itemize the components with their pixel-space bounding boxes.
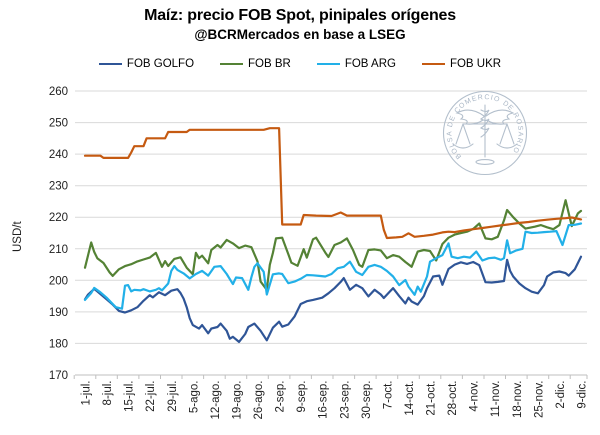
y-tick-label: 210 [49,244,68,256]
x-tick-label: 2-sep. [275,381,287,413]
y-tick-label: 170 [49,370,68,382]
legend-line-swatch [220,62,244,66]
legend-label: FOB UKR [449,58,502,70]
series-line-fob-ukr [83,127,583,240]
x-axis [73,374,588,379]
x-tick-label: 19-ago. [232,381,244,420]
x-tick-label: 9-dic. [577,381,589,409]
series-line-fob-br [83,199,583,291]
y-tick-label: 230 [49,181,68,193]
legend-label: FOB ARG [344,58,396,70]
watermark-seal: BOLSA DE COMERCIO DE ROSARIO [442,90,528,176]
x-tick-label: 21-oct. [426,381,438,416]
x-tick-label: 7-oct. [382,381,394,410]
x-tick-label: 22-jul. [145,381,157,412]
legend-label: FOB GOLFO [126,58,195,70]
x-tick-label: 8-jul. [102,381,114,406]
y-tick-label: 180 [49,338,68,350]
series-line-fob-arg [83,222,583,310]
legend-item-fob-br: FOB BR [220,58,291,70]
page-title: Maíz: precio FOB Spot, pinipales orígene… [144,7,456,24]
x-tick-label: 26-ago. [253,381,265,420]
x-tick-label: 15-jul. [124,381,136,412]
page-subtitle: @BCRMercados en base a LSEG [194,27,406,42]
legend-line-swatch [421,62,445,66]
x-tick-label: 11-nov. [490,381,502,418]
x-tick-label: 12-ago. [210,381,222,420]
y-axis-tick-labels: 170 180 190 200 210 220 230 240 250 260 [49,86,68,382]
x-tick-label: 28-oct. [447,381,459,416]
legend-label: FOB BR [248,58,291,70]
legend-item-fob-ukr: FOB UKR [421,58,502,70]
x-axis-tick-labels: 1-jul. 8-jul. 15-jul. 22-jul. 29-jul. 5-ago. 1… [81,381,589,420]
x-tick-label: 4-nov. [469,381,481,412]
x-tick-label: 9-sep. [296,381,308,413]
y-tick-label: 260 [49,86,68,98]
y-tick-label: 240 [49,149,68,161]
x-tick-label: 25-nov. [533,381,545,419]
x-tick-label: 18-nov. [512,381,524,419]
legend: FOB GOLFO FOB BR FOB ARG FOB UKR [0,58,600,70]
x-tick-label: 5-ago. [188,381,200,414]
x-tick-label: 2-dic. [555,381,567,409]
gridlines [75,90,587,376]
y-tick-label: 190 [49,307,68,319]
y-tick-label: 200 [49,275,68,287]
legend-line-swatch [98,62,122,66]
legend-item-fob-golfo: FOB GOLFO [98,58,195,70]
y-axis-title: USD/t [12,221,24,252]
legend-item-fob-arg: FOB ARG [316,58,396,70]
series-lines [83,127,583,343]
caduceus-scales-icon [452,104,518,165]
x-tick-label: 30-sep. [361,381,373,419]
x-tick-label: 16-sep. [318,381,330,419]
y-tick-label: 220 [49,212,68,224]
series-line-fob-golfo [83,255,583,343]
x-tick-label: 29-jul. [167,381,179,412]
x-tick-label: 23-sep. [339,381,351,419]
x-tick-label: 1-jul. [81,381,93,406]
seal-outer-ring [442,90,528,176]
x-tick-label: 14-oct. [404,381,416,416]
y-tick-label: 250 [49,118,68,130]
legend-line-swatch [316,62,340,66]
